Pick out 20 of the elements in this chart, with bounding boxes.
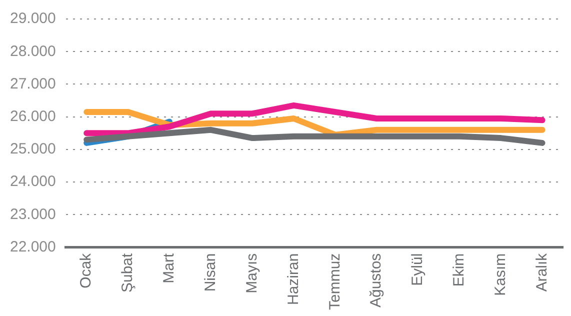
y-tick-label: 25.000 [10,140,56,158]
x-tick-label: Haziran [284,253,302,306]
x-tick-label: Eylül [409,253,426,286]
y-tick-label: 26.000 [10,108,56,125]
y-tick-label: 22.000 [10,238,56,256]
x-tick-label: Ocak [78,252,95,288]
y-tick-label: 24.000 [10,173,56,190]
x-tick-label: Mart [160,252,178,284]
y-tick-label: 28.000 [10,42,56,60]
x-tick-label: Aralık [533,252,550,292]
y-tick-label: 27.000 [10,75,56,92]
x-tick-label: Temmuz [326,253,344,310]
x-tick-label: Ağustos [368,253,385,308]
x-tick-label: Kasım [492,253,509,296]
x-tick-label: Nisan [202,253,220,292]
x-tick-label: Şubat [119,252,136,293]
y-tick-label: 29.000 [10,10,56,28]
y-tick-label: 23.000 [10,206,56,223]
x-tick-label: Ekim [450,253,468,287]
x-tick-label: Mayıs [243,253,260,294]
